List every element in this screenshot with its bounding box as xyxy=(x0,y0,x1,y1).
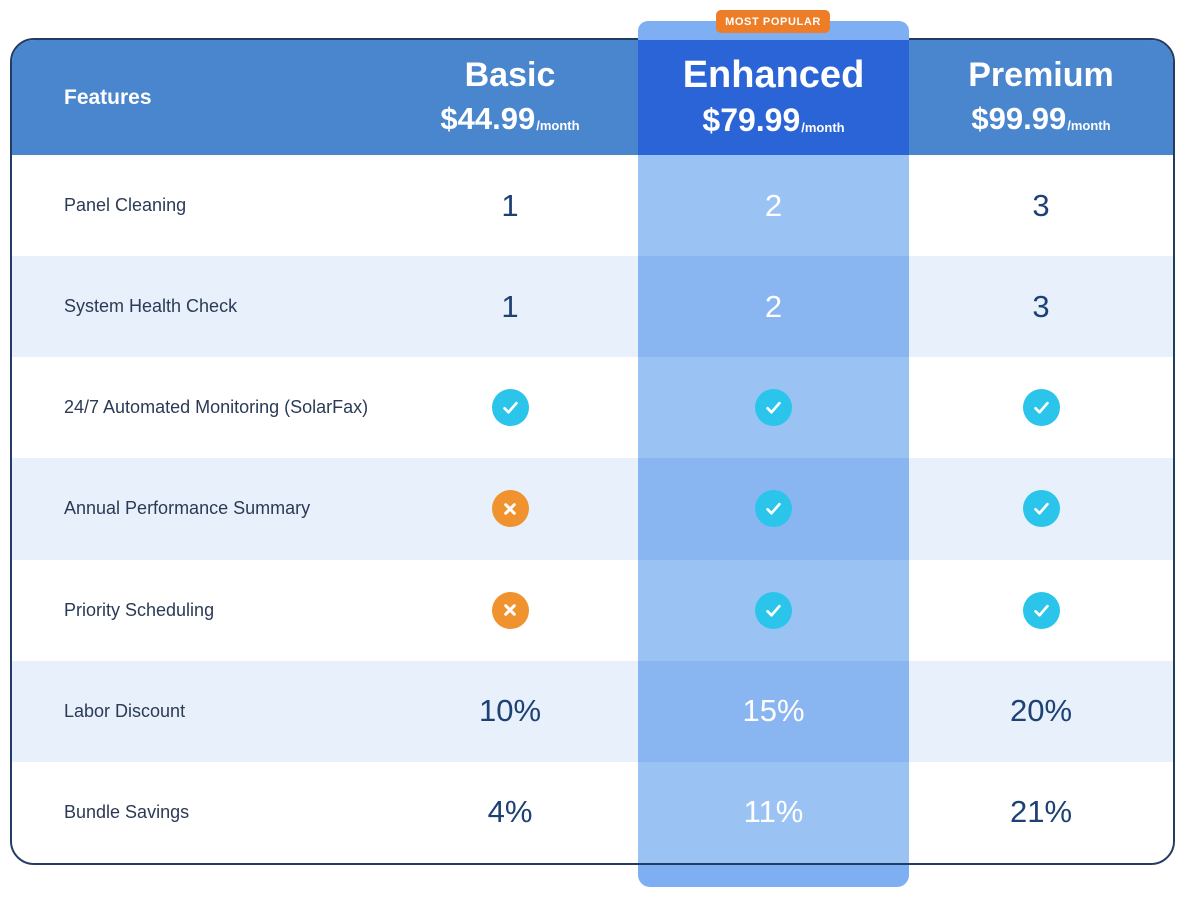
value-cell: 3 xyxy=(909,256,1173,357)
plan-header-basic: Basic $44.99 /month xyxy=(382,40,638,155)
feature-value: 20% xyxy=(1009,693,1073,729)
value-cell: 2 xyxy=(638,256,909,358)
value-cell: 4% xyxy=(382,762,638,863)
table-body: Panel Cleaning 1 2 3 System Health Check 1 2 3 2… xyxy=(12,155,1173,863)
cross-icon xyxy=(491,490,529,528)
value-cell xyxy=(638,559,909,661)
value-cell xyxy=(382,458,638,559)
value-cell xyxy=(638,458,909,560)
table-row: Panel Cleaning 1 2 3 xyxy=(12,155,1173,257)
most-popular-badge: MOST POPULAR xyxy=(716,10,830,33)
feature-value: 2 xyxy=(764,288,783,324)
check-icon xyxy=(1022,490,1060,528)
check-icon xyxy=(491,389,529,427)
feature-label: Priority Scheduling xyxy=(64,599,215,620)
table-row: Priority Scheduling xyxy=(12,559,1173,661)
plan-price-basic: $44.99 /month xyxy=(440,101,579,137)
price-amount: $44.99 xyxy=(440,100,536,136)
value-cell xyxy=(382,560,638,661)
feature-value: 3 xyxy=(1032,288,1050,324)
feature-label-cell: Labor Discount xyxy=(12,661,382,762)
feature-value: 1 xyxy=(501,187,519,223)
check-icon xyxy=(755,389,792,427)
feature-label: 24/7 Automated Monitoring (SolarFax) xyxy=(64,397,369,418)
feature-label: Bundle Savings xyxy=(64,801,190,822)
feature-value: 11% xyxy=(743,794,804,830)
feature-label: Panel Cleaning xyxy=(64,195,187,216)
plan-price-enhanced: $79.99 /month xyxy=(702,102,844,139)
table-header-row: Features Basic $44.99 /month Enhanced $7… xyxy=(12,40,1173,155)
plan-name-premium: Premium xyxy=(968,56,1114,95)
value-cell xyxy=(909,560,1173,661)
plan-header-enhanced: Enhanced $79.99 /month xyxy=(638,40,909,155)
price-period: /month xyxy=(1067,117,1111,133)
value-cell: 1 xyxy=(382,155,638,256)
check-icon xyxy=(755,591,792,629)
feature-value: 15% xyxy=(742,693,805,729)
table-row: System Health Check 1 2 3 xyxy=(12,256,1173,358)
value-cell: 21% xyxy=(909,762,1173,863)
price-period: /month xyxy=(801,120,845,136)
value-cell: 10% xyxy=(382,661,638,762)
table-row: 24/7 Automated Monitoring (SolarFax) xyxy=(12,357,1173,459)
feature-value: 3 xyxy=(1032,187,1050,223)
value-cell: 2 xyxy=(638,155,909,257)
feature-label: Labor Discount xyxy=(64,700,186,721)
table-row: Annual Performance Summary xyxy=(12,458,1173,560)
feature-value: 4% xyxy=(487,794,533,830)
value-cell xyxy=(909,458,1173,559)
feature-label-cell: Priority Scheduling xyxy=(12,560,382,661)
feature-value: 10% xyxy=(478,693,542,729)
pricing-table: Features Basic $44.99 /month Enhanced $7… xyxy=(10,38,1175,865)
value-cell xyxy=(638,357,909,459)
feature-label-cell: 24/7 Automated Monitoring (SolarFax) xyxy=(12,357,382,458)
price-amount: $99.99 xyxy=(971,100,1067,136)
value-cell: 15% xyxy=(638,660,909,762)
value-cell xyxy=(909,357,1173,458)
price-amount: $79.99 xyxy=(702,102,801,139)
value-cell: 11% xyxy=(638,761,909,863)
feature-value: 1 xyxy=(501,288,519,324)
table-row: Bundle Savings 4% 11% 21% xyxy=(12,761,1173,863)
feature-label-cell: Bundle Savings xyxy=(12,762,382,863)
features-column-header: Features xyxy=(12,40,382,155)
value-cell xyxy=(382,357,638,458)
enhanced-column-cap-bottom xyxy=(638,865,909,887)
price-period: /month xyxy=(536,117,580,133)
feature-label-cell: Panel Cleaning xyxy=(12,155,382,256)
plan-header-premium: Premium $99.99 /month xyxy=(909,40,1173,155)
cross-icon xyxy=(491,591,529,629)
value-cell: 1 xyxy=(382,256,638,357)
value-cell: 3 xyxy=(909,155,1173,256)
value-cell: 20% xyxy=(909,661,1173,762)
features-header-label: Features xyxy=(64,85,152,109)
feature-label-cell: Annual Performance Summary xyxy=(12,458,382,559)
plan-name-basic: Basic xyxy=(464,56,556,95)
check-icon xyxy=(1022,389,1060,427)
feature-label: Annual Performance Summary xyxy=(64,498,311,519)
table-row: Labor Discount 10% 15% 20% xyxy=(12,660,1173,762)
feature-value: 2 xyxy=(764,187,783,223)
plan-name-enhanced: Enhanced xyxy=(682,53,865,96)
feature-label-cell: System Health Check xyxy=(12,256,382,357)
check-icon xyxy=(1022,591,1060,629)
check-icon xyxy=(755,490,792,528)
plan-price-premium: $99.99 /month xyxy=(971,101,1110,137)
feature-value: 21% xyxy=(1009,794,1073,830)
feature-label: System Health Check xyxy=(64,296,238,317)
